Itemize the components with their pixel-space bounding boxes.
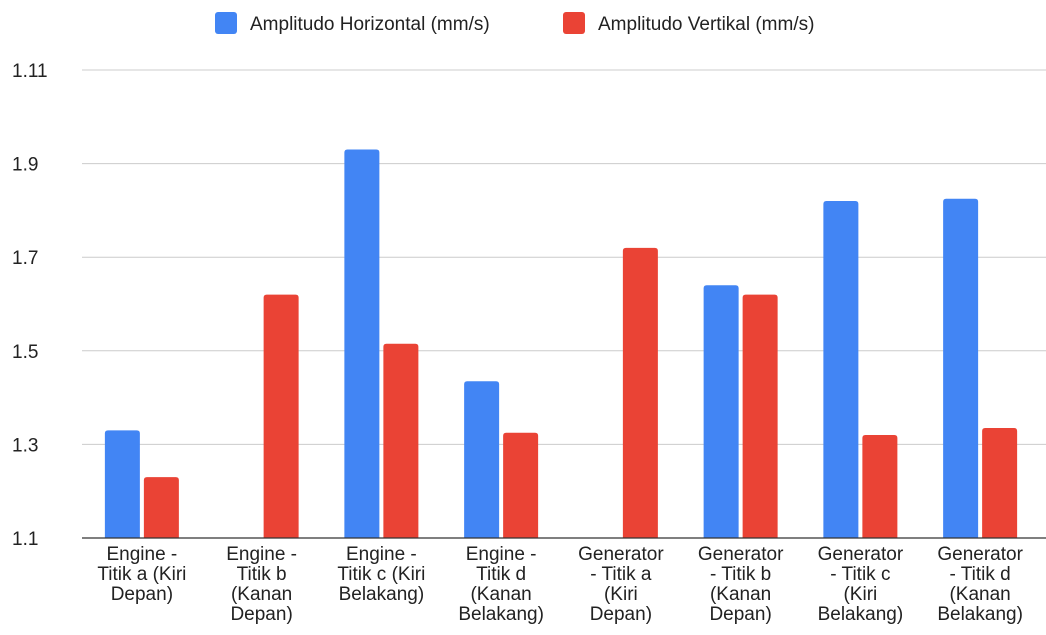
x-tick-label: Generator - Titik b (Kanan Depan) xyxy=(698,544,784,625)
y-tick-label: 1.5 xyxy=(12,342,38,363)
bar xyxy=(862,435,898,538)
bar xyxy=(104,430,140,538)
x-tick-label: Engine -Titik a (Kiri Depan) xyxy=(97,544,186,605)
bar xyxy=(982,428,1018,538)
x-tick-label: Engine -Titik b (Kanan Depan) xyxy=(226,544,297,625)
bar xyxy=(143,477,179,538)
x-tick-label: Generator - Titik c (Kiri Belakang) xyxy=(818,544,904,625)
bar xyxy=(464,381,500,538)
legend: Amplitudo Horizontal (mm/s) Amplitudo Ver… xyxy=(215,12,814,35)
bars xyxy=(104,149,1018,539)
x-axis-labels: Engine -Titik a (Kiri Depan) Engine -Titik… xyxy=(97,544,1023,625)
x-tick-label: Engine -Titik d (Kanan Belakang) xyxy=(458,544,544,625)
bar xyxy=(703,285,739,538)
bar xyxy=(263,294,299,538)
y-tick-label: 1.11 xyxy=(12,61,48,82)
x-tick-label: Generator - Titik d (Kanan Belakang) xyxy=(937,544,1023,625)
bar xyxy=(383,343,419,538)
bar xyxy=(823,201,859,539)
bar xyxy=(503,432,539,538)
bar xyxy=(344,149,380,538)
legend-swatch xyxy=(215,12,237,34)
y-tick-label: 1.1 xyxy=(12,529,38,550)
y-tick-label: 1.9 xyxy=(12,155,38,176)
y-tick-label: 1.3 xyxy=(12,435,38,456)
gridlines xyxy=(82,69,1046,445)
x-tick-label: Generator - Titik a (Kiri Depan) xyxy=(578,544,664,625)
bar xyxy=(622,247,658,538)
x-tick-label: Engine -Titik c (Kiri Belakang) xyxy=(337,544,425,605)
legend-label: Amplitudo Horizontal (mm/s) xyxy=(250,14,490,35)
legend-swatch xyxy=(563,12,585,34)
bar xyxy=(943,198,979,538)
y-axis: 1.1 1.3 1.5 1.7 1.9 1.11 xyxy=(12,61,48,550)
bar xyxy=(742,294,778,538)
y-tick-label: 1.7 xyxy=(12,248,38,269)
legend-label: Amplitudo Vertikal (mm/s) xyxy=(598,14,814,35)
